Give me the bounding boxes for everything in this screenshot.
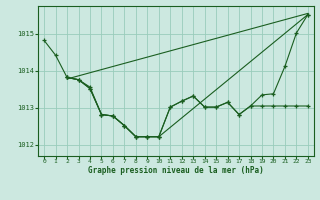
X-axis label: Graphe pression niveau de la mer (hPa): Graphe pression niveau de la mer (hPa) [88,166,264,175]
